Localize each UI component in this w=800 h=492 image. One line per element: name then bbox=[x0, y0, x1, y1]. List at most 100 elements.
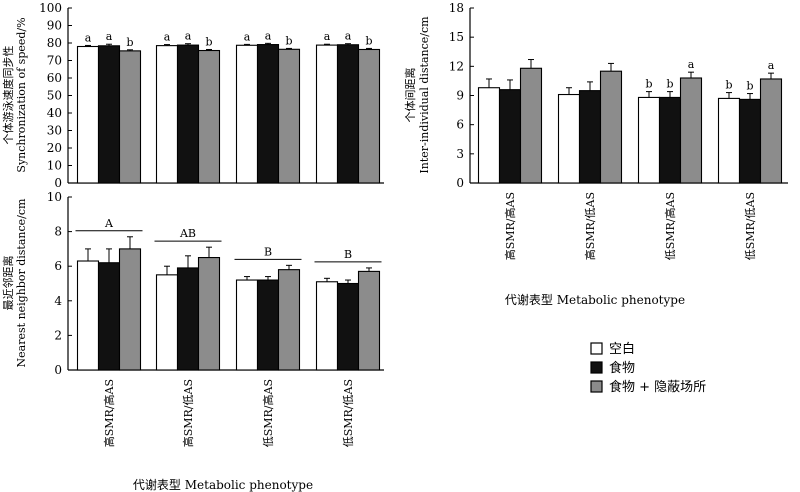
significance-letter: b bbox=[746, 80, 753, 93]
bar-food-shelter bbox=[277, 48, 301, 184]
bar-blank bbox=[155, 45, 179, 184]
bar-food-shelter bbox=[599, 70, 623, 184]
x-category-label: 高SMR/低AS bbox=[181, 379, 195, 447]
y-tick-label: 0 bbox=[54, 363, 62, 377]
y-tick-label: 9 bbox=[456, 89, 464, 103]
significance-letter: b bbox=[645, 78, 652, 91]
bar-blank bbox=[76, 260, 100, 371]
y-tick-label: 10 bbox=[47, 159, 62, 173]
bar-food-shelter bbox=[679, 77, 703, 184]
legend-swatch-food bbox=[590, 361, 603, 374]
bar-food bbox=[176, 267, 200, 371]
bar-blank bbox=[315, 44, 339, 184]
y-axis-label: Inter-individual distance/cm bbox=[418, 16, 431, 174]
bar-blank bbox=[76, 45, 100, 184]
y-axis-label: 个体间距离 bbox=[403, 68, 417, 123]
legend-label-food-shelter: 食物 + 隐蔽场所 bbox=[609, 379, 706, 395]
y-tick-label: 90 bbox=[47, 19, 62, 33]
bar-blank bbox=[477, 87, 501, 184]
y-tick-label: 70 bbox=[47, 54, 62, 68]
y-tick-label: 10 bbox=[47, 190, 62, 204]
bar-blank bbox=[557, 93, 581, 184]
y-tick-label: 50 bbox=[47, 89, 62, 103]
bar-food-shelter bbox=[759, 78, 783, 184]
x-category-label: 低SMR/低AS bbox=[342, 379, 355, 447]
bar-blank bbox=[155, 274, 179, 371]
bar-blank bbox=[637, 96, 661, 184]
bar-food bbox=[176, 44, 200, 184]
y-tick-label: 30 bbox=[47, 124, 62, 138]
y-tick-label: 20 bbox=[47, 141, 62, 155]
bar-food bbox=[578, 90, 602, 184]
significance-letter: a bbox=[768, 59, 775, 72]
bar-food bbox=[97, 45, 121, 184]
bar-blank bbox=[717, 97, 741, 184]
bar-food-shelter bbox=[197, 256, 221, 371]
y-tick-label: 2 bbox=[54, 328, 62, 342]
y-axis-label: 最近邻距离 bbox=[1, 256, 15, 311]
significance-letter: b bbox=[666, 78, 673, 91]
significance-letter: b bbox=[285, 34, 292, 47]
y-tick-label: 18 bbox=[449, 1, 464, 15]
y-tick-label: 4 bbox=[54, 294, 62, 308]
bar-food-shelter bbox=[357, 48, 381, 184]
bar-food-shelter bbox=[197, 49, 221, 184]
bar-food bbox=[336, 282, 360, 371]
chart-inter-individual-distance: 0 3 6 9 12 15 18 个体间距离 Inter-individual distance… bbox=[403, 1, 788, 307]
x-axis-label: 代谢表型 Metabolic phenotype bbox=[505, 292, 685, 307]
significance-letter: a bbox=[324, 30, 331, 43]
significance-letter: a bbox=[164, 31, 171, 44]
group-significance-letter: AB bbox=[179, 227, 196, 240]
y-tick-label: 80 bbox=[47, 36, 62, 50]
bar-food bbox=[336, 44, 360, 184]
y-tick-label: 3 bbox=[456, 147, 464, 161]
legend-label-food: 食物 bbox=[609, 360, 635, 376]
legend: 空白 食物 食物 + 隐蔽场所 bbox=[590, 341, 706, 395]
y-tick-label: 60 bbox=[47, 71, 62, 85]
bar-food-shelter bbox=[357, 270, 381, 371]
bar-food bbox=[498, 89, 522, 184]
bar-food bbox=[738, 98, 762, 184]
x-axis-label: 代谢表型 Metabolic phenotype bbox=[133, 477, 313, 492]
y-tick-label: 0 bbox=[54, 176, 62, 190]
significance-letter: b bbox=[126, 36, 133, 49]
y-tick-label: 12 bbox=[449, 59, 464, 73]
x-category-label: 低SMR/低AS bbox=[744, 192, 757, 260]
legend-swatch-blank bbox=[590, 342, 603, 355]
significance-letter: b bbox=[205, 35, 212, 48]
y-tick-label: 6 bbox=[54, 259, 62, 273]
group-significance-letter: B bbox=[264, 245, 272, 258]
significance-letter: a bbox=[185, 30, 192, 43]
bar-food-shelter bbox=[519, 67, 543, 184]
x-category-label: 高SMR/低AS bbox=[583, 192, 597, 260]
bar-food bbox=[256, 44, 280, 184]
y-tick-label: 6 bbox=[456, 118, 464, 132]
group-significance-letter: A bbox=[104, 217, 114, 230]
x-category-label: 高SMR/高AS bbox=[503, 192, 517, 260]
chart-nearest-neighbor-distance: 0 2 4 6 8 10 最近邻距离 Nearest neighbor distance/cm… bbox=[1, 190, 384, 492]
significance-letter: a bbox=[85, 31, 92, 44]
bar-blank bbox=[235, 44, 259, 184]
legend-swatch-food-shelter bbox=[590, 380, 603, 393]
y-tick-label: 15 bbox=[449, 30, 464, 44]
bar-blank bbox=[235, 279, 259, 371]
bar-food bbox=[658, 96, 682, 184]
legend-label-blank: 空白 bbox=[609, 341, 635, 357]
significance-letter: a bbox=[345, 30, 352, 43]
bar-food bbox=[97, 262, 121, 371]
significance-letter: a bbox=[244, 30, 251, 43]
significance-letter: a bbox=[106, 30, 113, 43]
chart-synchronization-of-speed: 0 10 20 30 40 50 60 70 80 90 100 个体游泳速度同步性 Synchroni… bbox=[1, 1, 384, 190]
y-tick-label: 8 bbox=[54, 225, 62, 239]
significance-letter: b bbox=[365, 34, 372, 47]
significance-letter: b bbox=[725, 79, 732, 92]
significance-letter: a bbox=[688, 58, 695, 71]
y-tick-label: 100 bbox=[39, 1, 62, 15]
bar-food bbox=[256, 279, 280, 371]
y-tick-label: 40 bbox=[47, 106, 62, 120]
y-tick-label: 0 bbox=[456, 176, 464, 190]
x-category-label: 低SMR/高AS bbox=[261, 379, 275, 447]
x-category-label: 高SMR/高AS bbox=[102, 379, 116, 447]
bar-food-shelter bbox=[277, 269, 301, 371]
